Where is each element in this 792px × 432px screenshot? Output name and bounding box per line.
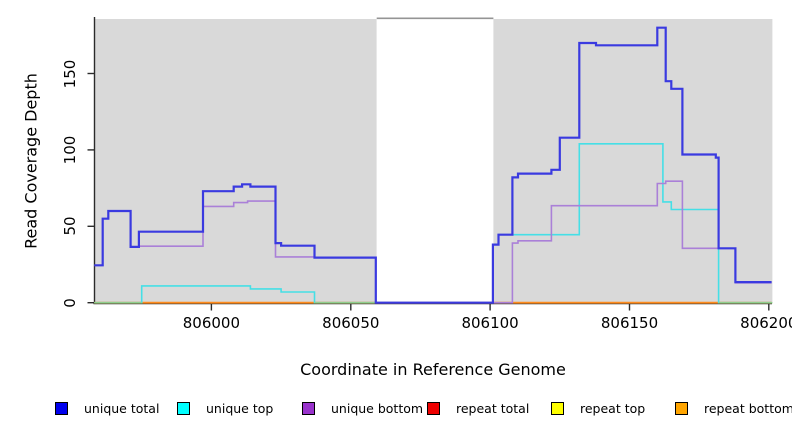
legend-swatch-unique-top (177, 401, 190, 415)
shaded-region-1 (493, 19, 773, 304)
legend-item-unique-top: unique top (177, 399, 273, 417)
y-tick-label: 100 (61, 135, 79, 165)
legend-label: unique top (206, 400, 274, 416)
legend-swatch-repeat-top (551, 401, 564, 415)
legend-item-repeat-top: repeat top (551, 399, 645, 417)
legend-swatch-unique-total (55, 401, 68, 415)
x-tick-label: 806000 (182, 314, 241, 332)
legend: unique total unique top unique bottom repea… (0, 399, 792, 421)
legend-swatch-repeat-bottom (675, 401, 688, 415)
legend-label: repeat top (580, 400, 646, 416)
legend-swatch-unique-bottom (302, 401, 315, 415)
x-tick-label: 806100 (461, 314, 519, 332)
legend-item-unique-bottom: unique bottom (302, 399, 423, 417)
legend-swatch-repeat-total (427, 401, 440, 415)
legend-label: unique bottom (331, 400, 424, 416)
x-axis-title: Coordinate in Reference Genome (300, 360, 566, 379)
legend-label: repeat bottom (704, 400, 792, 416)
legend-label: repeat total (456, 400, 530, 416)
series-unique-total-line (94, 26, 772, 304)
y-tick-label: 0 (61, 297, 79, 308)
x-tick-label: 806200 (740, 314, 792, 332)
shaded-region-0 (94, 19, 377, 304)
legend-label: unique total (84, 400, 160, 416)
x-tick-label: 806050 (322, 314, 380, 332)
y-tick-label: 50 (61, 216, 79, 236)
legend-item-repeat-bottom: repeat bottom (675, 399, 792, 417)
x-tick-label: 806150 (600, 314, 659, 332)
legend-item-repeat-total: repeat total (427, 399, 529, 417)
y-tick-label: 150 (61, 59, 79, 88)
y-axis-title: Read Coverage Depth (21, 73, 41, 249)
legend-item-unique-total: unique total (55, 399, 159, 417)
coverage-plot-canvas (87, 17, 773, 311)
